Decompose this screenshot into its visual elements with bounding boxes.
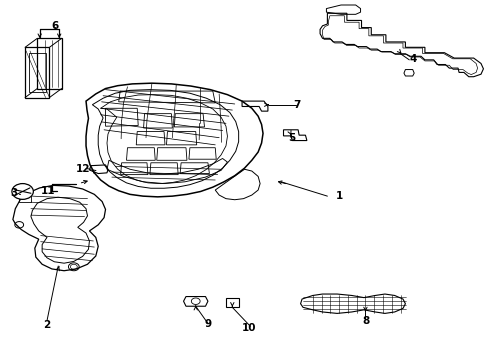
Text: 7: 7 bbox=[293, 100, 300, 110]
Text: 4: 4 bbox=[408, 54, 416, 64]
Text: 3: 3 bbox=[11, 188, 18, 198]
Text: 8: 8 bbox=[362, 316, 369, 325]
Circle shape bbox=[12, 184, 33, 199]
Text: 12: 12 bbox=[75, 164, 90, 174]
Text: 1: 1 bbox=[335, 191, 343, 201]
Text: 10: 10 bbox=[242, 323, 256, 333]
Text: 5: 5 bbox=[288, 133, 295, 143]
Text: 9: 9 bbox=[204, 319, 211, 329]
Text: 11: 11 bbox=[41, 186, 56, 196]
Text: 6: 6 bbox=[52, 21, 59, 31]
Text: 2: 2 bbox=[43, 320, 51, 330]
